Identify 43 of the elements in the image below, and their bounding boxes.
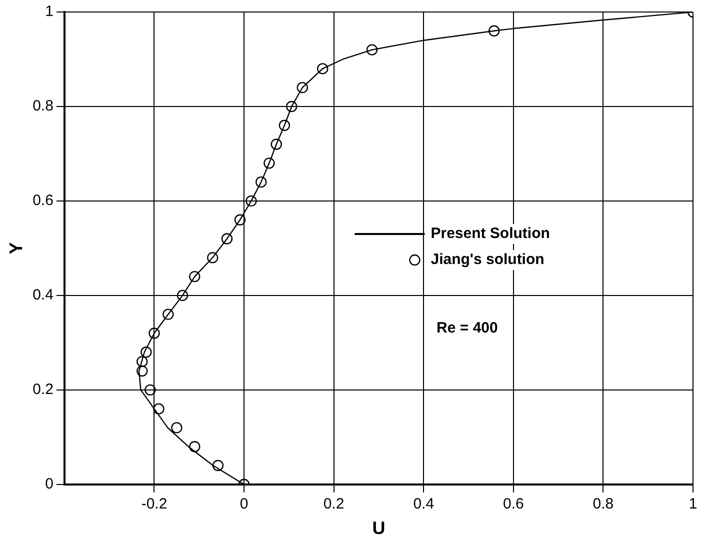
point bbox=[148, 328, 160, 339]
point bbox=[171, 422, 182, 434]
x-tick-label: 0.8 bbox=[592, 496, 614, 513]
point bbox=[488, 25, 500, 36]
y-tick-label: 0.6 bbox=[32, 192, 54, 210]
x-tick-label: 0.4 bbox=[413, 496, 434, 513]
point bbox=[189, 441, 200, 452]
point bbox=[136, 356, 148, 368]
point bbox=[162, 308, 174, 320]
x-tick-label: 1 bbox=[688, 496, 698, 513]
point bbox=[207, 252, 218, 264]
y-tick-label: 1 bbox=[45, 3, 54, 20]
y-tick-label: 0.4 bbox=[32, 286, 54, 304]
point bbox=[278, 120, 290, 131]
point bbox=[264, 158, 275, 169]
point bbox=[221, 233, 233, 244]
legend-label: Jiang's solution bbox=[430, 251, 544, 268]
y-tick-label: 0 bbox=[45, 476, 54, 493]
point bbox=[189, 270, 200, 282]
point bbox=[246, 195, 257, 207]
point bbox=[212, 460, 224, 472]
annotation: Re = 400 bbox=[436, 320, 498, 337]
legend-label: Present Solution bbox=[430, 225, 550, 242]
point bbox=[234, 214, 246, 226]
y-tick-label: 0.2 bbox=[32, 381, 54, 398]
y-axis-title: Y bbox=[6, 242, 26, 254]
point bbox=[366, 44, 378, 56]
x-tick-label: 0.6 bbox=[502, 496, 524, 513]
point bbox=[296, 82, 308, 94]
x-tick-label: 0.2 bbox=[323, 496, 344, 513]
point bbox=[176, 290, 188, 302]
point bbox=[317, 63, 328, 74]
point bbox=[144, 384, 156, 396]
x-tick-label: 0 bbox=[240, 496, 248, 513]
x-tick-label: -0.2 bbox=[141, 496, 168, 513]
point bbox=[136, 365, 148, 377]
point bbox=[270, 138, 282, 150]
point bbox=[286, 100, 298, 112]
point bbox=[140, 346, 152, 358]
point bbox=[153, 403, 164, 414]
x-axis-title: U bbox=[372, 518, 386, 538]
y-tick-label: 0.8 bbox=[32, 98, 54, 115]
point bbox=[256, 176, 267, 188]
